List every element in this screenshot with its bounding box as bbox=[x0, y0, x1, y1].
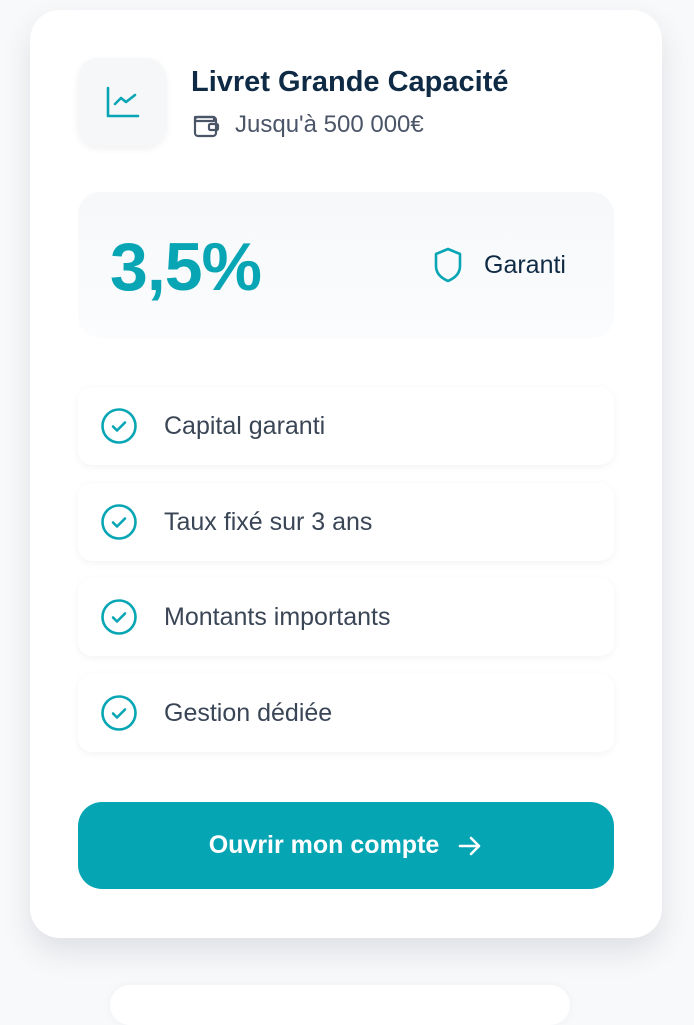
guarantee-badge: Garanti bbox=[432, 246, 566, 284]
interest-rate: 3,5% bbox=[110, 229, 262, 305]
product-subtitle: Jusqu'à 500 000€ bbox=[191, 110, 424, 140]
product-icon-box bbox=[78, 58, 166, 146]
feature-item: Montants importants bbox=[78, 578, 614, 656]
savings-card: Livret Grande Capacité Jusqu'à 500 000€ … bbox=[30, 10, 662, 938]
feature-label: Gestion dédiée bbox=[164, 698, 333, 727]
open-account-label: Ouvrir mon compte bbox=[208, 831, 440, 859]
next-card bbox=[110, 985, 570, 1025]
feature-label: Montants importants bbox=[164, 602, 391, 631]
feature-item: Gestion dédiée bbox=[78, 674, 614, 752]
feature-label: Capital garanti bbox=[164, 411, 326, 440]
check-circle-icon bbox=[101, 504, 137, 540]
guarantee-text: Garanti bbox=[484, 250, 566, 279]
feature-label: Taux fixé sur 3 ans bbox=[164, 507, 373, 536]
wallet-icon bbox=[193, 115, 220, 138]
shield-icon bbox=[434, 247, 462, 283]
check-circle-icon bbox=[101, 408, 137, 444]
check-circle-icon bbox=[101, 599, 137, 635]
chart-line-icon bbox=[106, 86, 140, 118]
feature-item: Taux fixé sur 3 ans bbox=[78, 483, 614, 561]
rate-panel: 3,5% Garanti bbox=[78, 192, 614, 338]
feature-item: Capital garanti bbox=[78, 387, 614, 465]
product-title: Livret Grande Capacité bbox=[191, 66, 509, 98]
arrow-right-icon bbox=[458, 836, 481, 855]
open-account-button[interactable]: Ouvrir mon compte bbox=[78, 802, 614, 889]
check-circle-icon bbox=[101, 695, 137, 731]
subtitle-text: Jusqu'à 500 000€ bbox=[235, 111, 424, 138]
